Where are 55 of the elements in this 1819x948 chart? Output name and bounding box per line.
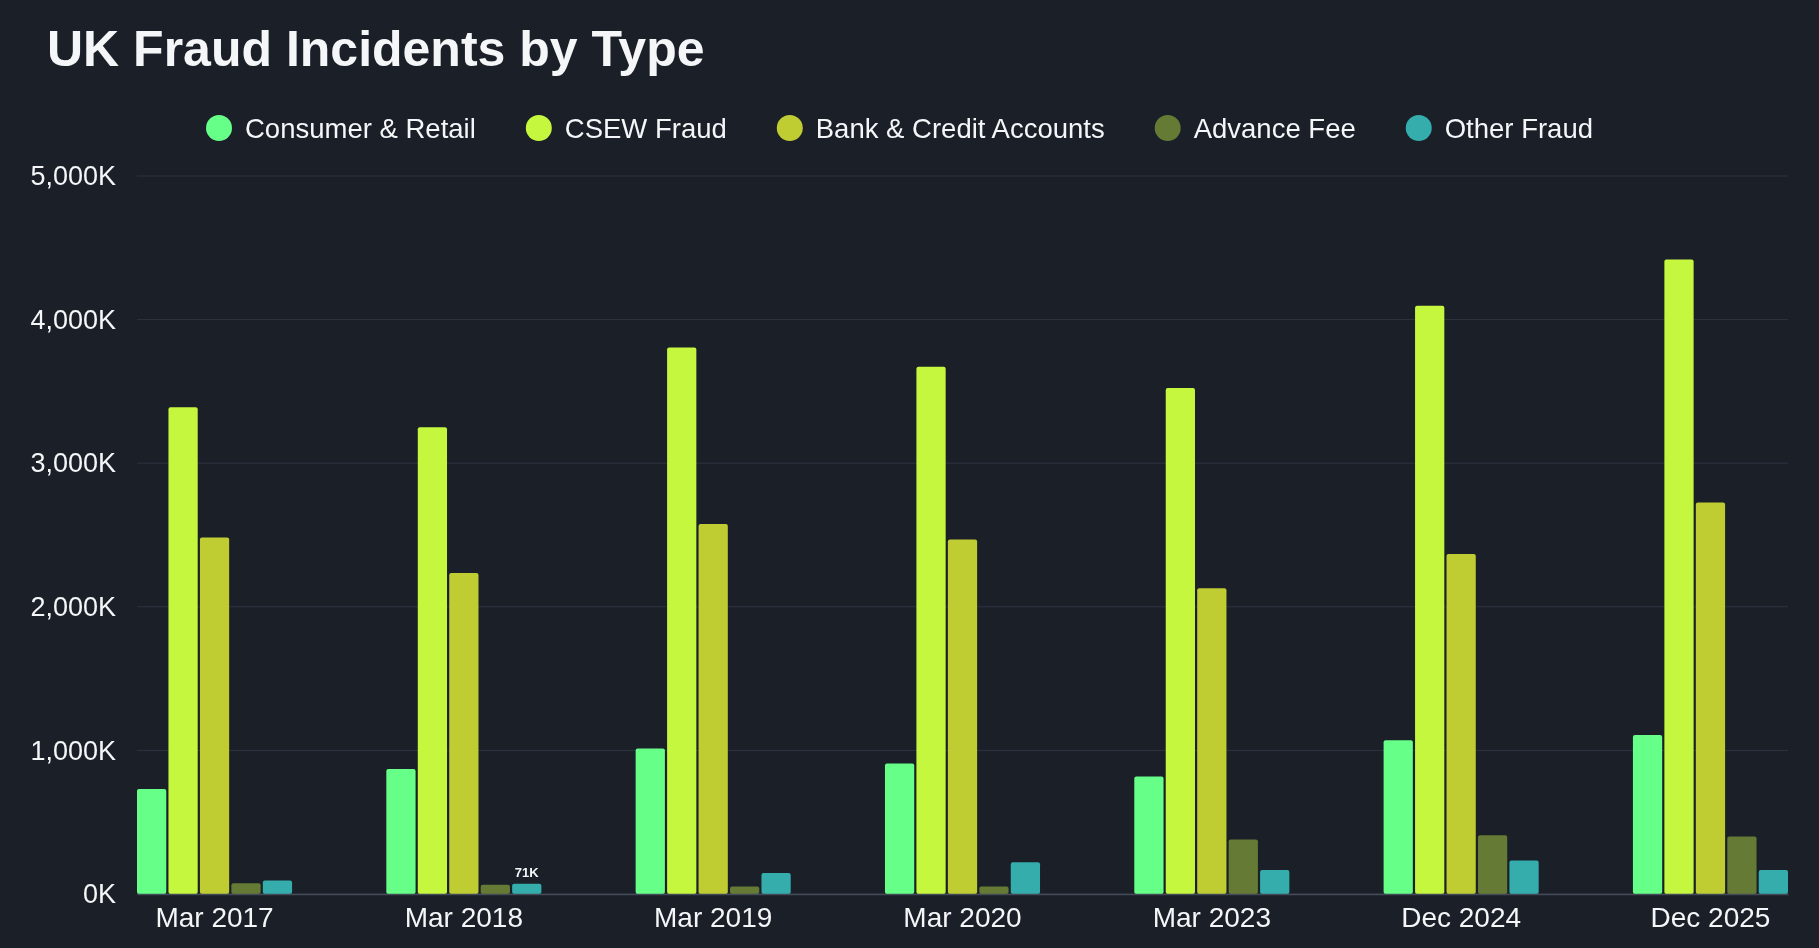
bar [730, 886, 760, 894]
bar [1383, 740, 1413, 894]
x-tick-label: Mar 2017 [155, 901, 274, 933]
bar [417, 427, 448, 894]
y-tick-label: 4,000K [30, 304, 116, 335]
x-tick-label: Mar 2020 [903, 901, 1022, 933]
legend-label: Advance Fee [1193, 112, 1356, 144]
y-tick-label: 3,000K [30, 448, 116, 479]
bar [1010, 862, 1041, 894]
bar [449, 572, 479, 894]
x-tick-label: Mar 2019 [654, 901, 773, 933]
bar [1197, 588, 1227, 894]
bar [884, 763, 915, 894]
bar [1509, 860, 1539, 894]
bar [386, 768, 416, 894]
bar [1477, 835, 1508, 894]
legend-label: Other Fraud [1444, 112, 1593, 144]
legend-label: Bank & Credit Accounts [815, 112, 1105, 144]
legend-label: CSEW Fraud [564, 112, 727, 144]
bar [168, 407, 198, 894]
bar [761, 872, 791, 894]
bar [480, 884, 510, 894]
bar [667, 347, 697, 894]
y-tick-label: 2,000K [30, 591, 116, 622]
bar [137, 788, 167, 894]
bar [1664, 259, 1694, 894]
bar [1632, 734, 1663, 894]
bar [916, 366, 946, 894]
bar [1758, 869, 1788, 894]
bar [1727, 836, 1757, 894]
bar [1165, 387, 1195, 894]
bar [947, 539, 978, 894]
x-tick-label: Mar 2018 [404, 901, 524, 933]
x-tick-label: Dec 2025 [1650, 901, 1771, 933]
bar [199, 537, 230, 894]
bar [1260, 869, 1290, 894]
bar [1446, 554, 1476, 894]
bar [262, 880, 293, 894]
bar [1695, 502, 1726, 894]
x-tick-label: Mar 2023 [1152, 901, 1271, 933]
x-tick-label: Dec 2024 [1401, 901, 1522, 933]
bar [231, 883, 261, 894]
bar [698, 524, 728, 894]
bar [1228, 839, 1258, 894]
legend-label: Consumer & Retail [245, 112, 476, 144]
y-tick-label: 5,000K [30, 161, 116, 192]
bar [635, 748, 665, 894]
bar [979, 886, 1009, 894]
bar [1415, 305, 1445, 894]
y-tick-label: 0K [82, 879, 116, 910]
y-tick-label: 1,000K [30, 735, 116, 766]
bar [512, 883, 542, 894]
data-label: 71K [514, 864, 540, 880]
bar [1134, 776, 1164, 894]
chart-title: UK Fraud Incidents by Type [47, 21, 705, 77]
